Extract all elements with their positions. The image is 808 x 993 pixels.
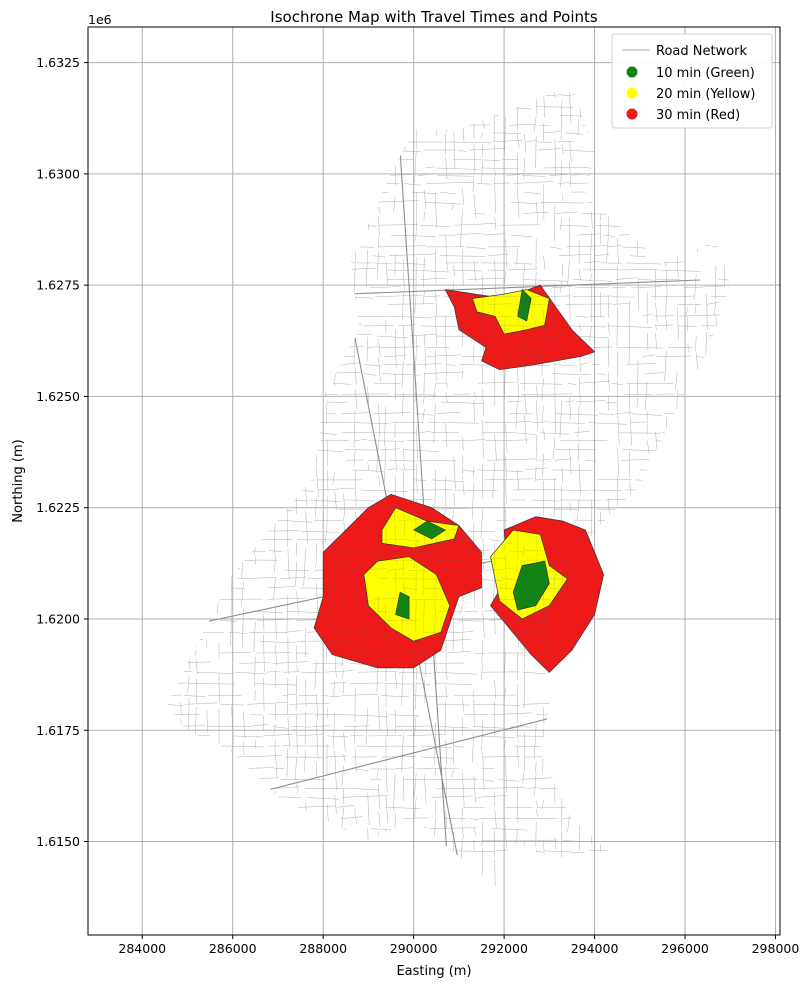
isochrone-polygon (395, 591, 410, 620)
isochrone-polygon (412, 520, 447, 540)
y-tick-label: 1.6150 (36, 834, 80, 849)
x-tick-label: 298000 (752, 941, 800, 956)
legend-label-10min: 10 min (Green) (656, 66, 755, 81)
isochrone-polygon (517, 288, 532, 322)
x-axis-ticks: 284000 286000 288000 290000 292000 294000 2960… (118, 935, 799, 956)
legend-yellow-marker-icon (626, 87, 638, 99)
y-tick-label: 1.6275 (36, 278, 80, 293)
x-tick-label: 290000 (390, 941, 438, 956)
legend: Road Network 10 min (Green) 20 min (Yell… (611, 33, 773, 129)
chart-title: Isochrone Map with Travel Times and Poin… (270, 8, 598, 26)
isochrone-layer (313, 284, 604, 673)
y-tick-label: 1.6325 (36, 55, 80, 70)
y-offset-text: 1e6 (88, 12, 112, 27)
isochrone-polygon (512, 560, 550, 611)
legend-frame (611, 33, 773, 129)
x-tick-label: 286000 (209, 941, 257, 956)
plot-area (88, 27, 780, 935)
y-tick-label: 1.6200 (36, 611, 80, 626)
y-axis-label: Northing (m) (11, 439, 26, 522)
legend-label-20min: 20 min (Yellow) (656, 87, 756, 102)
x-tick-label: 284000 (118, 941, 166, 956)
y-tick-label: 1.6225 (36, 500, 80, 515)
legend-label-30min: 30 min (Red) (656, 108, 740, 123)
legend-label-road: Road Network (656, 44, 748, 59)
legend-green-marker-icon (626, 66, 638, 78)
legend-red-marker-icon (626, 108, 638, 120)
x-tick-label: 288000 (299, 941, 347, 956)
axes-frame (87, 26, 781, 936)
y-tick-label: 1.6300 (36, 166, 80, 181)
x-axis-label: Easting (m) (396, 964, 471, 979)
y-axis-ticks: 1.6150 1.6175 1.6200 1.6225 1.6250 1.6275 1.63… (36, 55, 88, 849)
y-tick-label: 1.6250 (36, 389, 80, 404)
y-tick-label: 1.6175 (36, 723, 80, 738)
x-tick-label: 294000 (571, 941, 619, 956)
isochrone-series (395, 288, 550, 620)
x-tick-label: 292000 (480, 941, 528, 956)
x-tick-label: 296000 (661, 941, 709, 956)
